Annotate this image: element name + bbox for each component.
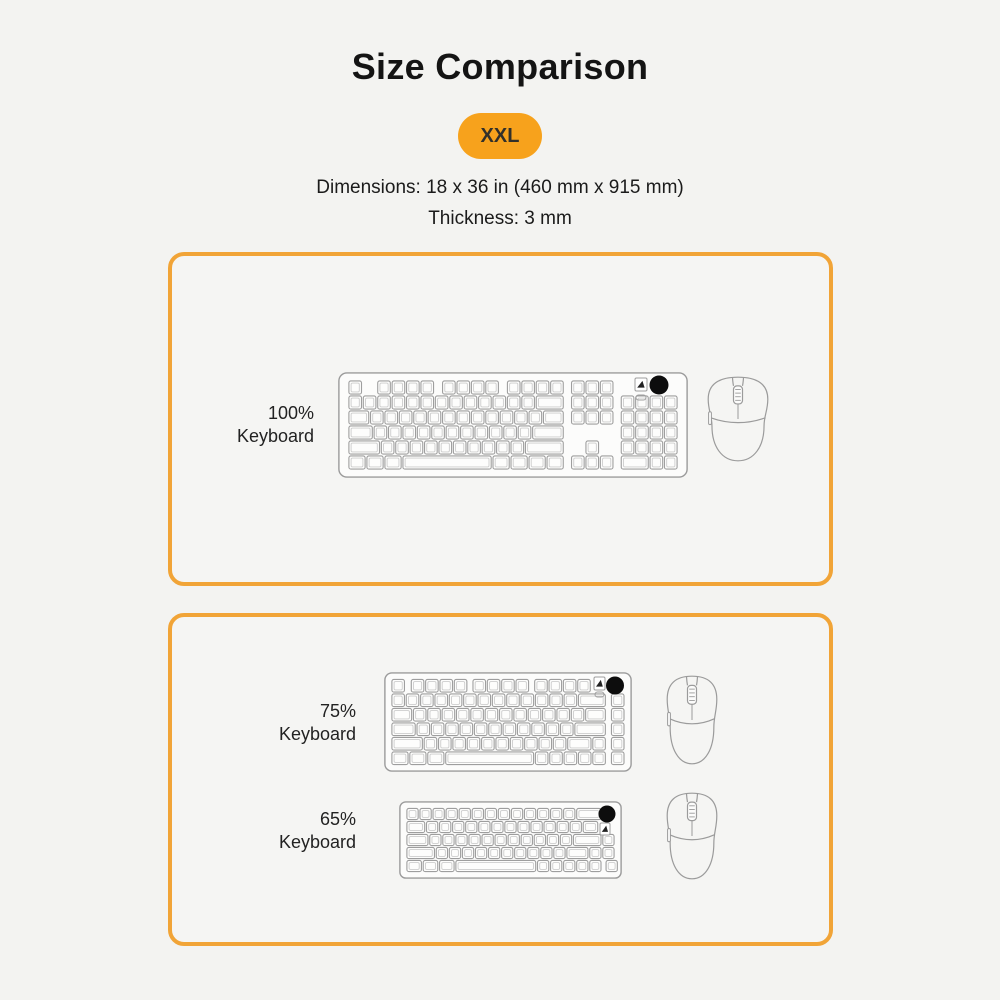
mouse-icon	[666, 675, 718, 765]
keyboard-75-illustration	[384, 672, 632, 772]
keyboard-65-percent: 65%	[319, 809, 356, 829]
keyboard-75-label: 75% Keyboard	[190, 700, 356, 746]
keyboard-65-word: Keyboard	[278, 832, 356, 852]
keyboard-75-percent: 75%	[319, 701, 356, 721]
keyboard-100-word: Keyboard	[236, 426, 314, 446]
thickness-text: Thickness: 3 mm	[428, 208, 572, 229]
size-badge: XXL	[458, 113, 542, 159]
mouse-icon	[707, 376, 769, 462]
mousepad-outline-bottom: 75% Keyboard 65% Keyboard	[168, 613, 833, 946]
keyboard-65-label: 65% Keyboard	[190, 808, 356, 854]
mouse-icon	[666, 792, 718, 880]
keyboard-65-illustration	[399, 801, 622, 879]
dimensions-text: Dimensions: 18 x 36 in (460 mm x 915 mm)	[316, 177, 684, 198]
mousepad-outline-top: 100% Keyboard	[168, 252, 833, 586]
keyboard-100-illustration	[338, 372, 688, 478]
keyboard-75-word: Keyboard	[278, 724, 356, 744]
keyboard-100-percent: 100%	[267, 403, 314, 423]
page-title: Size Comparison	[351, 46, 649, 87]
size-badge-label: XXL	[480, 124, 520, 147]
keyboard-100-label: 100% Keyboard	[190, 402, 314, 448]
